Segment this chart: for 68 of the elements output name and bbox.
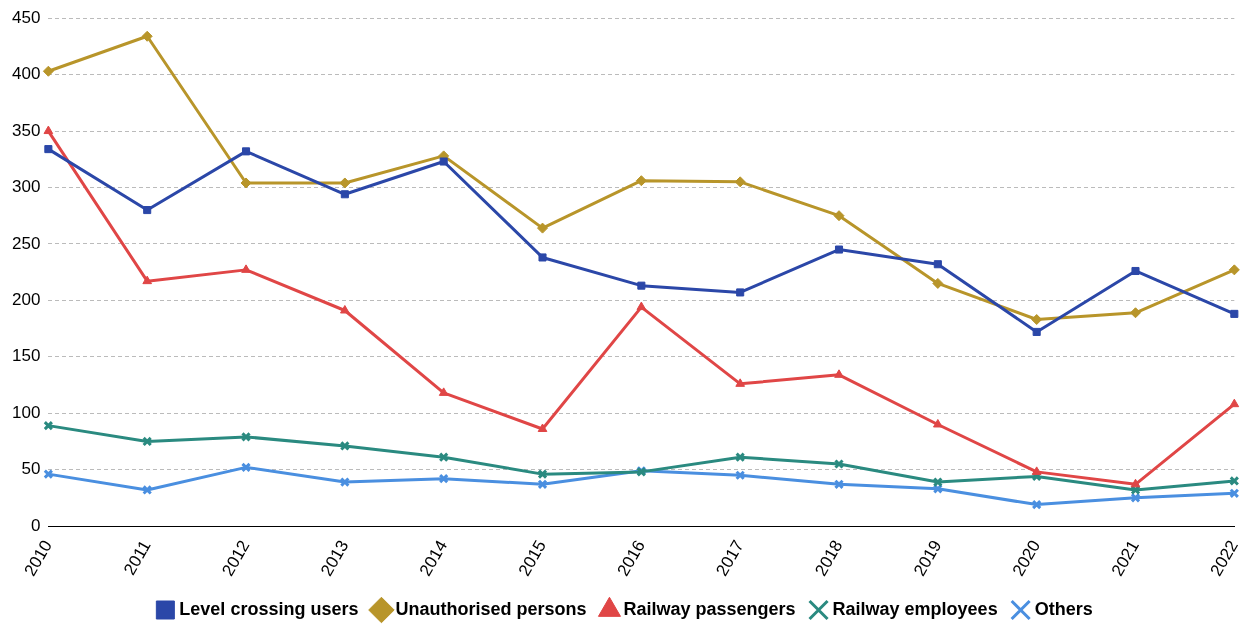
point: [833, 210, 845, 222]
legend-label: Railway passengers: [623, 598, 796, 619]
point: [537, 479, 548, 490]
point: [1229, 398, 1240, 408]
point: [1130, 478, 1141, 488]
point: [438, 452, 449, 463]
point: [537, 222, 549, 234]
point: [142, 275, 153, 285]
point: [142, 436, 153, 447]
point: [735, 378, 746, 387]
point: [340, 190, 349, 199]
legend-label: Level crossing users: [179, 598, 359, 619]
point: [636, 301, 647, 311]
point: [240, 462, 252, 473]
legend-label: Railway employees: [832, 598, 998, 619]
point: [1230, 309, 1239, 318]
point: [1228, 264, 1240, 276]
y-tick-label: 350: [11, 120, 41, 140]
y-tick-label: 250: [11, 233, 41, 253]
point: [142, 484, 153, 495]
legend-label: Unauthorised persons: [395, 598, 587, 619]
point: [933, 260, 942, 269]
point: [339, 440, 350, 451]
y-tick-label: 150: [11, 346, 41, 366]
y-tick-label: 200: [11, 290, 41, 310]
point: [1130, 307, 1141, 319]
point: [241, 264, 251, 273]
point: [635, 175, 647, 187]
point: [1131, 266, 1140, 276]
point: [834, 369, 844, 378]
point: [933, 418, 943, 428]
point: [340, 305, 350, 314]
point: [538, 253, 547, 262]
point: [43, 125, 54, 135]
point: [537, 423, 548, 432]
point: [1031, 466, 1042, 475]
point: [240, 431, 252, 442]
y-tick-label: 0: [30, 515, 41, 535]
point: [537, 469, 548, 480]
point: [736, 288, 745, 297]
point: [735, 452, 746, 463]
point: [438, 387, 449, 396]
point: [1031, 314, 1043, 326]
point: [1031, 499, 1042, 510]
legend-label: Others: [1034, 598, 1093, 619]
point: [1032, 327, 1041, 336]
point: [143, 206, 152, 215]
y-tick-label: 300: [11, 177, 41, 197]
point: [339, 477, 350, 488]
point: [42, 65, 54, 77]
point: [241, 147, 251, 156]
point: [44, 145, 53, 154]
point: [141, 30, 153, 42]
point: [735, 470, 746, 481]
point: [833, 458, 845, 470]
point: [1130, 492, 1141, 503]
point: [637, 281, 646, 290]
point: [932, 477, 943, 488]
y-tick-label: 100: [11, 402, 41, 422]
point: [834, 245, 844, 254]
point: [833, 479, 845, 490]
point: [439, 157, 448, 166]
point: [438, 473, 449, 484]
y-tick-label: 50: [21, 459, 41, 479]
y-tick-label: 450: [11, 7, 41, 27]
point: [339, 177, 351, 189]
point: [932, 277, 944, 289]
y-tick-label: 400: [11, 64, 41, 84]
